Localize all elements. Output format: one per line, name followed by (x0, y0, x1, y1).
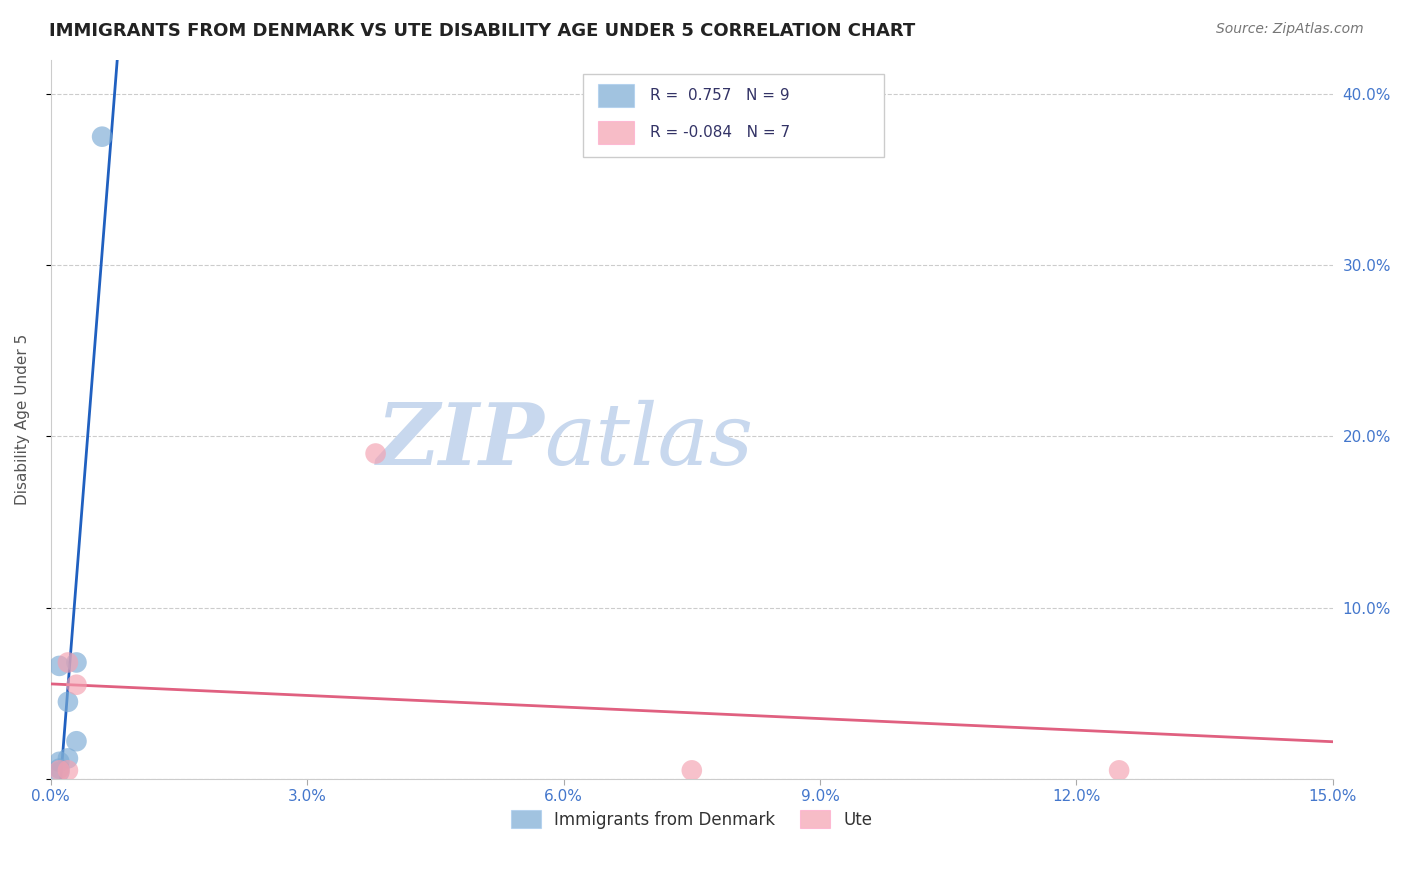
FancyBboxPatch shape (598, 121, 634, 145)
Legend: Immigrants from Denmark, Ute: Immigrants from Denmark, Ute (505, 804, 879, 835)
Point (364, 446, 387, 460)
Point (56, 656, 79, 670)
FancyBboxPatch shape (598, 84, 634, 107)
Point (48, 755, 70, 769)
Point (65, 656, 87, 670)
Point (1108, 764, 1130, 778)
Text: atlas: atlas (544, 400, 754, 483)
Point (56, 751, 79, 765)
FancyBboxPatch shape (583, 74, 884, 157)
Point (48, 762, 70, 776)
Point (65, 678, 87, 692)
Point (48, 765, 70, 780)
Point (91, 129, 114, 144)
Point (48, 659, 70, 673)
Text: R =  0.757   N = 9: R = 0.757 N = 9 (650, 88, 789, 103)
Text: R = -0.084   N = 7: R = -0.084 N = 7 (650, 125, 790, 140)
Point (56, 764, 79, 778)
Text: IMMIGRANTS FROM DENMARK VS UTE DISABILITY AGE UNDER 5 CORRELATION CHART: IMMIGRANTS FROM DENMARK VS UTE DISABILIT… (49, 22, 915, 40)
Point (681, 764, 703, 778)
Point (48, 764, 70, 778)
Text: ZIP: ZIP (377, 399, 544, 483)
Point (65, 734, 87, 748)
Y-axis label: Disability Age Under 5: Disability Age Under 5 (15, 334, 30, 505)
Text: Source: ZipAtlas.com: Source: ZipAtlas.com (1216, 22, 1364, 37)
Point (56, 695, 79, 709)
